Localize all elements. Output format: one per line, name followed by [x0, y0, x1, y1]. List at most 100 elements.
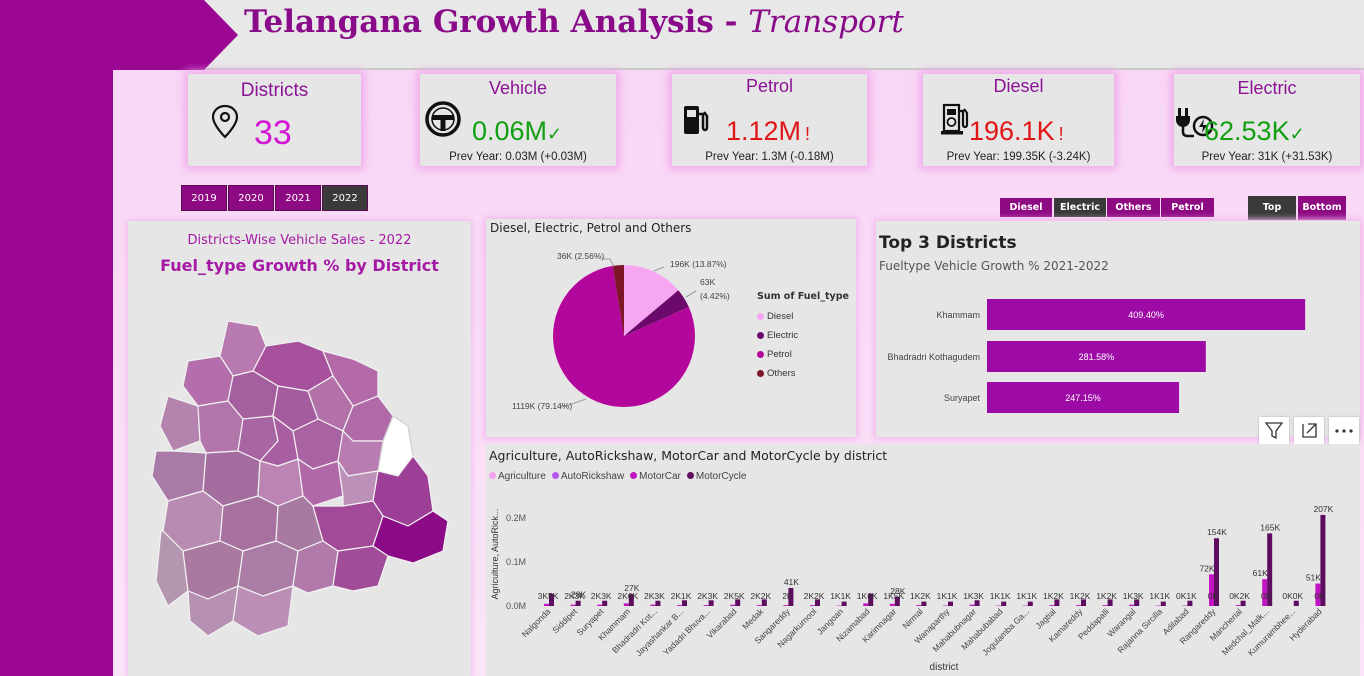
pie-slice-diesel[interactable]	[624, 265, 679, 336]
bar-motorcar[interactable]	[1209, 574, 1214, 606]
legend-dot	[630, 472, 638, 479]
bar-motorcycle[interactable]	[1081, 599, 1086, 606]
bar-motorcycle[interactable]	[788, 587, 794, 606]
pie-slice-others[interactable]	[612, 265, 624, 336]
column-legend-item-motorcar[interactable]: MotorCar	[630, 471, 681, 482]
bar-motorcycle[interactable]	[1214, 538, 1219, 606]
rank-toggle-top[interactable]: Top	[1248, 196, 1296, 220]
pie-legend-item-petrol[interactable]: Petrol	[757, 345, 798, 364]
bar-motorcar[interactable]	[730, 604, 736, 606]
more-options-button[interactable]	[1329, 417, 1359, 444]
steering-wheel-icon	[425, 101, 461, 137]
rank-toggle-bottom[interactable]: Bottom	[1298, 196, 1346, 220]
bar-motorcycle[interactable]	[1134, 599, 1140, 606]
pie-title: Diesel, Electric, Petrol and Others	[490, 221, 692, 235]
bar-motorcar[interactable]	[597, 604, 603, 606]
focus-mode-button[interactable]	[1294, 417, 1324, 444]
pie-legend-item-diesel[interactable]: Diesel	[757, 307, 798, 326]
bar-motorcycle[interactable]	[1267, 533, 1273, 606]
bar-motorcycle[interactable]	[1054, 599, 1060, 606]
bar-data-label: 0K	[1208, 591, 1219, 601]
bar-motorcar[interactable]	[1315, 583, 1321, 606]
bar-motorcycle[interactable]	[708, 600, 714, 606]
bar-motorcar[interactable]	[1262, 579, 1268, 606]
fuel-filter-petrol[interactable]: Petrol	[1161, 198, 1214, 217]
bar-data-label: 0K0K	[1282, 591, 1303, 601]
top3-bar-0[interactable]	[987, 299, 1306, 330]
bar-motorcycle[interactable]	[1001, 601, 1007, 606]
top3-bar-chart[interactable]: Khammam 409.40% Bhadradri Kothagudem 281.58…	[876, 221, 1360, 437]
bar-motorcycle[interactable]	[841, 601, 847, 606]
bar-motorcar[interactable]	[783, 605, 789, 606]
bar-motorcycle[interactable]	[1240, 600, 1246, 606]
bar-motorcycle[interactable]	[575, 600, 581, 606]
bar-motorcar[interactable]	[916, 605, 922, 606]
bar-motorcycle[interactable]	[894, 596, 900, 606]
pie-slice-petrol[interactable]	[553, 265, 695, 407]
pie-legend-item-others[interactable]: Others	[757, 364, 798, 383]
bar-motorcycle[interactable]	[655, 600, 661, 606]
bar-top-label: 41K	[784, 577, 799, 587]
fuel-filter-diesel[interactable]: Diesel	[1000, 198, 1052, 217]
bar-motorcar[interactable]	[677, 605, 682, 606]
x-tick-label: Medak	[740, 606, 766, 632]
bar-top-label: 72K	[1199, 563, 1214, 573]
vehicle-type-column-chart[interactable]: 0.0M 0.1M 0.2M Agriculture, AutoRick... dist…	[486, 444, 1360, 676]
pie-legend-item-electric[interactable]: Electric	[757, 326, 798, 345]
top3-bar-1[interactable]	[987, 341, 1206, 372]
legend-label: Others	[767, 368, 796, 379]
legend-dot	[757, 370, 764, 377]
bar-motorcar[interactable]	[969, 604, 975, 606]
top3-bar-label: 409.40%	[1128, 310, 1164, 320]
title-main: Telangana Growth Analysis -	[244, 4, 749, 40]
legend-dot	[686, 472, 694, 479]
bar-motorcycle[interactable]	[815, 599, 820, 606]
bar-motorcycle[interactable]	[868, 593, 874, 606]
filter-button[interactable]	[1259, 417, 1289, 444]
bar-motorcycle[interactable]	[1107, 599, 1113, 606]
bar-motorcar[interactable]	[1129, 604, 1135, 606]
bar-motorcycle[interactable]	[948, 601, 953, 606]
top3-districts-card: Top 3 Districts Fueltype Vehicle Growth …	[876, 221, 1360, 437]
fuel-filter-electric[interactable]: Electric	[1054, 198, 1106, 217]
bar-motorcar[interactable]	[863, 603, 869, 606]
year-button-2020[interactable]: 2020	[228, 185, 274, 211]
bar-motorcycle[interactable]	[628, 594, 634, 606]
bar-motorcar[interactable]	[756, 605, 762, 606]
year-button-2021[interactable]: 2021	[275, 185, 321, 211]
year-button-2022[interactable]: 2022	[322, 185, 368, 211]
bar-motorcar[interactable]	[703, 605, 709, 606]
bar-motorcar[interactable]	[889, 603, 895, 606]
column-legend-item-agriculture[interactable]: Agriculture	[489, 471, 546, 482]
bar-motorcar[interactable]	[1235, 605, 1241, 606]
fuel-filter-others[interactable]: Others	[1107, 198, 1160, 217]
bar-motorcycle[interactable]	[1160, 601, 1166, 606]
top3-bar-2[interactable]	[987, 382, 1180, 413]
telangana-choropleth-map[interactable]	[128, 301, 471, 676]
pie-legend-title: Sum of Fuel_type	[757, 291, 849, 302]
column-legend-item-motorcycle[interactable]: MotorCycle	[686, 471, 746, 482]
bar-motorcycle[interactable]	[974, 600, 980, 606]
bar-motorcycle[interactable]	[1187, 600, 1193, 606]
fuel-pie-chart[interactable]: 196K (13.87%) 63K (4.42%) 1119K (79.14%) 36K…	[486, 219, 856, 437]
bar-motorcycle[interactable]	[761, 599, 767, 606]
bar-motorcar[interactable]	[570, 604, 576, 606]
bar-motorcar[interactable]	[1049, 605, 1055, 606]
bar-motorcycle[interactable]	[1027, 601, 1033, 606]
bar-motorcycle[interactable]	[1293, 600, 1299, 606]
bar-motorcar[interactable]	[1102, 605, 1108, 606]
bar-motorcycle[interactable]	[602, 600, 608, 606]
bar-motorcar[interactable]	[650, 604, 656, 606]
bar-motorcar[interactable]	[544, 603, 549, 606]
bar-motorcycle[interactable]	[921, 601, 927, 606]
bar-motorcar[interactable]	[623, 603, 629, 606]
bar-motorcycle[interactable]	[549, 593, 554, 606]
bar-motorcar[interactable]	[1076, 605, 1081, 606]
bar-motorcar[interactable]	[810, 605, 815, 606]
pie-slice-electric[interactable]	[624, 290, 689, 336]
bar-motorcycle[interactable]	[682, 600, 687, 606]
column-legend-item-autorickshaw[interactable]: AutoRickshaw	[551, 471, 624, 482]
bar-motorcycle[interactable]	[1320, 514, 1326, 606]
bar-motorcycle[interactable]	[735, 599, 741, 606]
year-button-2019[interactable]: 2019	[181, 185, 227, 211]
